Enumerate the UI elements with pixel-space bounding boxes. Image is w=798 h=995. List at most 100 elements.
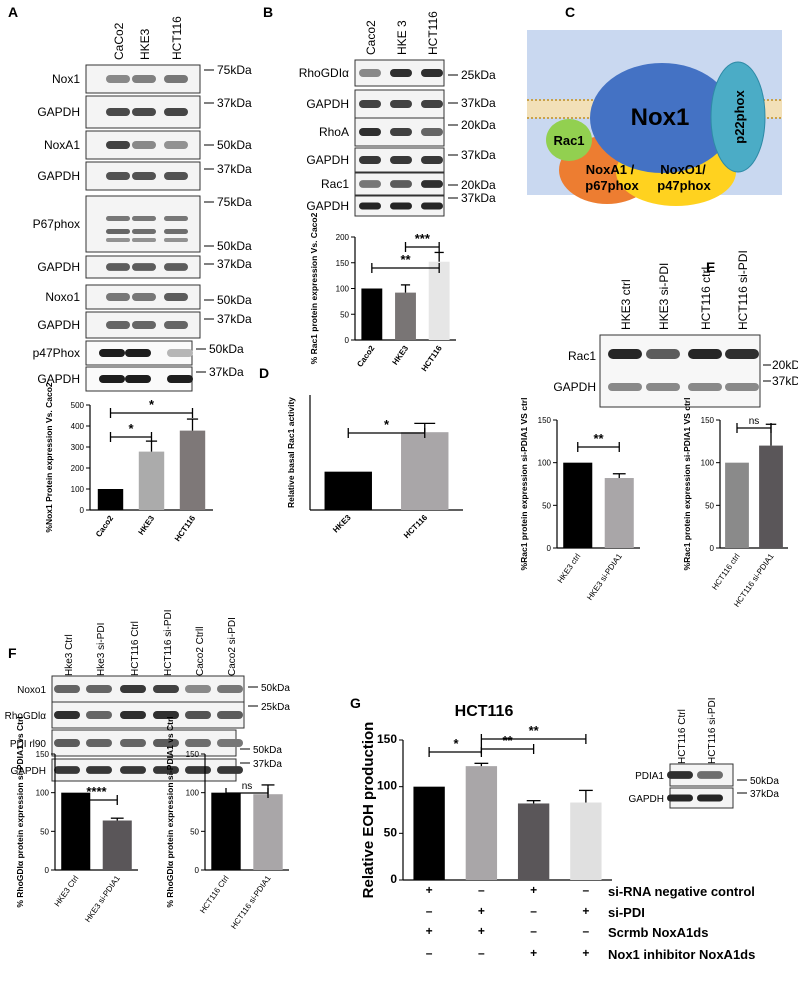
bar-G-3 (570, 802, 602, 880)
blot-band (217, 711, 243, 719)
y-tick-label: 50 (542, 501, 551, 510)
blot-band (120, 685, 146, 693)
condition-sign: + (426, 924, 433, 938)
x-tick-label: Caco2 (355, 344, 376, 369)
blot-band (359, 69, 381, 77)
blot-band (667, 771, 693, 779)
lane-label: HKE 3 (395, 20, 409, 55)
blot-band (106, 238, 130, 242)
bar-A-0 (97, 489, 124, 510)
y-tick-label: 0 (547, 544, 552, 553)
y-axis-label: % RhoGDIα protein expression si-PDIA1 vs… (165, 716, 175, 907)
kda-marker: 37kDa (461, 148, 496, 162)
blot-strip (51, 675, 245, 703)
blot-band (359, 128, 381, 136)
blot-band (697, 771, 723, 779)
blot-band (646, 383, 680, 391)
x-tick-label: HCT116 (402, 513, 430, 541)
y-tick-label: 50 (340, 310, 349, 319)
x-tick-label: HKE3 ctrl (556, 552, 583, 585)
blot-band (86, 685, 112, 693)
blot-label: Rac1 (568, 349, 596, 363)
bar-F1-0 (61, 792, 91, 870)
lane-label: HCT116 (170, 16, 184, 60)
condition-label: Scrmb NoxA1ds (608, 925, 708, 940)
blot-band (164, 216, 188, 221)
noxa1-label: NoxA1 / (586, 162, 635, 177)
blot-band (697, 794, 723, 802)
blot-strip-E (599, 334, 761, 408)
kda-marker: 37kDa (750, 789, 779, 800)
blot-band (217, 739, 243, 747)
panel-letter-C: C (565, 4, 575, 20)
y-axis-label: %Rac1 protein expression si-PDIA1 VS ctr… (682, 398, 692, 571)
blot-band (421, 180, 443, 188)
y-tick-label: 100 (377, 779, 397, 793)
blot-band (132, 108, 156, 116)
sig-label: * (453, 736, 459, 751)
blot-band (646, 349, 680, 359)
condition-sign: + (530, 946, 537, 960)
sig-label: * (128, 421, 134, 436)
kda-marker: 20kDa (461, 178, 496, 192)
blot-band (421, 100, 443, 108)
blot-band (132, 321, 156, 329)
bar-F2-1 (253, 794, 283, 870)
condition-sign: – (530, 904, 537, 918)
blot-band (359, 180, 381, 188)
kda-marker: 37kDa (253, 759, 282, 770)
kda-marker: 50kDa (750, 776, 779, 787)
lane-label: HCT116 ctrl (699, 267, 713, 330)
blot-band (86, 711, 112, 719)
blot-label: RhoGDIα (299, 66, 349, 80)
condition-sign: – (426, 946, 433, 960)
noxo1-label: NoxO1/ (660, 162, 706, 177)
nox1-subunit (590, 63, 734, 173)
blot-band (120, 711, 146, 719)
kda-marker: 37kDa (461, 96, 496, 110)
blot-band (164, 141, 188, 149)
x-tick-label: HCT116 (173, 514, 198, 544)
lane-label: HKE3 si-PDI (657, 263, 671, 330)
lane-label: HKE3 (138, 28, 152, 60)
blot-band (106, 172, 130, 180)
blot-band (106, 108, 130, 116)
bar-G-0 (413, 786, 445, 880)
blot-strip (85, 195, 201, 253)
blot-label: RhoA (319, 125, 349, 139)
condition-sign: + (530, 883, 537, 897)
bar-E1-0 (563, 462, 593, 548)
blot-band (390, 69, 412, 77)
blot-strip (51, 701, 245, 729)
lane-label: HCT116 si-PDI (736, 250, 750, 330)
blot-label: GAPDH (37, 318, 80, 332)
condition-label: si-RNA negative control (608, 884, 755, 899)
blot-label: GAPDH (306, 97, 349, 111)
blot-band (359, 202, 381, 210)
lane-label: HCT116 Ctrl (130, 621, 141, 676)
blot-band (99, 349, 125, 357)
blot-label: NoxA1 (44, 138, 80, 152)
y-tick-label: 0 (80, 506, 85, 515)
y-tick-label: 200 (71, 464, 85, 473)
blot-band (132, 75, 156, 83)
y-tick-label: 50 (190, 827, 199, 836)
blot-band (153, 766, 179, 774)
x-tick-label: HCT116 (420, 344, 445, 374)
blot-band (390, 128, 412, 136)
x-tick-label: HCT116 ctrl (710, 552, 742, 592)
blot-band (54, 739, 80, 747)
kda-marker: 37kDa (217, 162, 252, 176)
blot-band (54, 711, 80, 719)
y-axis-label: % Rac1 protein expression Vs. Caco2 (309, 212, 319, 364)
y-tick-label: 150 (336, 259, 350, 268)
rac1-subunit (546, 119, 592, 161)
y-tick-label: 100 (36, 789, 50, 798)
kda-marker: 37kDa (217, 312, 252, 326)
blot-label: GAPDH (306, 153, 349, 167)
panel-letter-E: E (706, 259, 715, 275)
blot-band (164, 108, 188, 116)
lane-label: HCT116 (426, 11, 440, 55)
x-tick-label: HCT116 Ctrl (198, 874, 231, 915)
blot-band (725, 383, 759, 391)
